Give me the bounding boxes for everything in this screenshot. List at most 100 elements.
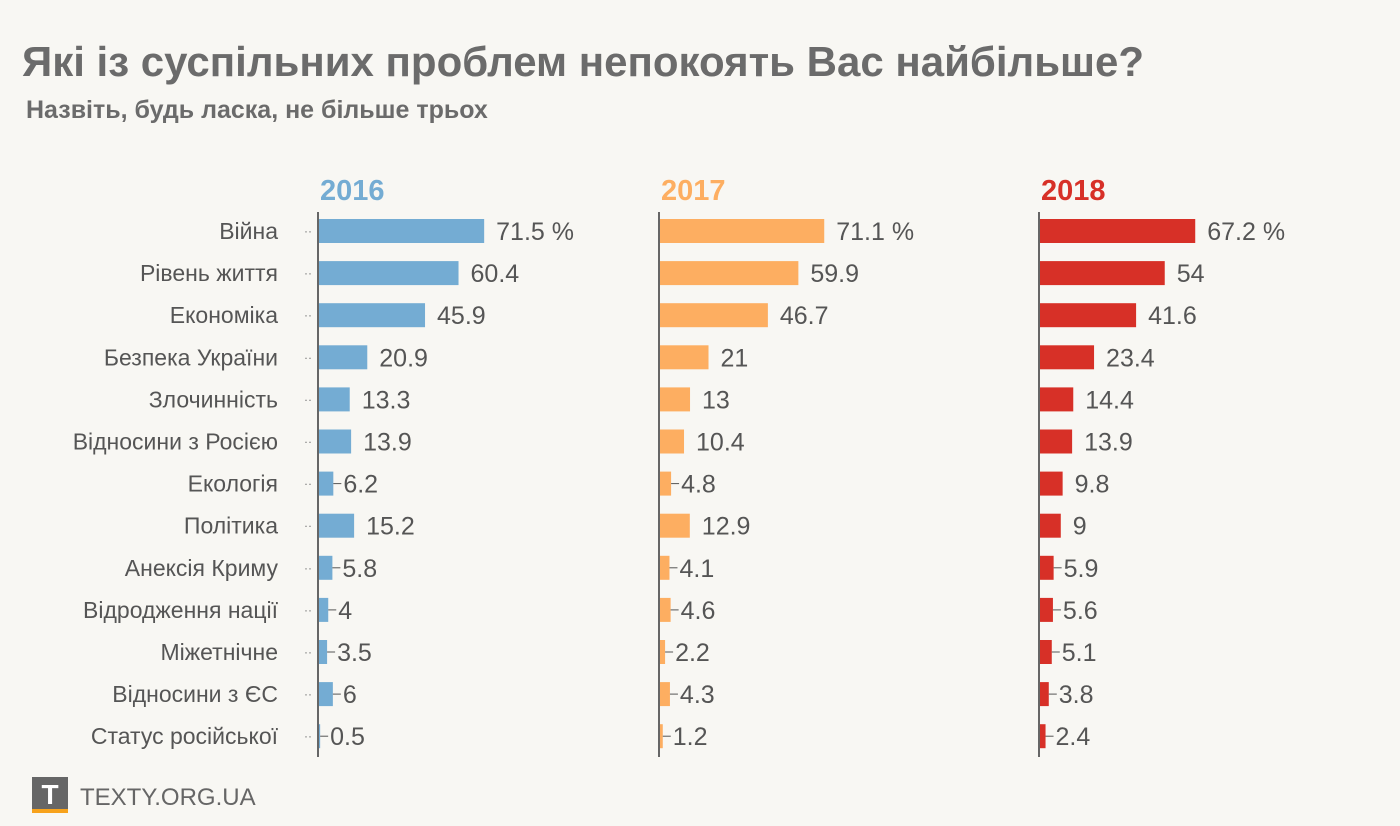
value-label: 15.2 — [366, 513, 415, 541]
tick-dots: ·· — [304, 687, 312, 701]
bar-2016 — [319, 555, 333, 580]
site-name: TEXTY.ORG.UA — [80, 784, 256, 811]
bar-2016 — [319, 261, 459, 286]
tick-dots: ·· — [304, 392, 312, 406]
tick-dots: ·· — [304, 645, 312, 659]
value-label: 6 — [343, 681, 357, 709]
category-label: Війна — [219, 218, 278, 244]
tick-dots: ·· — [304, 224, 312, 238]
value-label: 13.9 — [363, 429, 412, 457]
value-label: 3.8 — [1059, 681, 1094, 709]
value-label: 45.9 — [437, 302, 486, 330]
bar-2017 — [660, 471, 672, 496]
value-label: 67.2 % — [1207, 218, 1285, 246]
bar-2016 — [319, 724, 321, 749]
value-label: 4 — [338, 597, 352, 625]
bar-2017 — [660, 682, 670, 707]
value-label: 1.2 — [673, 723, 708, 751]
value-label: 9 — [1073, 513, 1087, 541]
category-label: Рівень життя — [140, 260, 278, 286]
tick-dots: ·· — [304, 603, 312, 617]
value-label: 21 — [721, 344, 749, 372]
value-label: 14.4 — [1085, 386, 1134, 414]
bar-2016 — [319, 597, 329, 622]
bar-2016 — [319, 387, 350, 412]
bar-2018 — [1040, 219, 1196, 243]
value-label: 10.4 — [696, 429, 745, 457]
bar-2018 — [1040, 724, 1046, 749]
value-label: 5.9 — [1064, 555, 1099, 583]
category-label: Статус російської — [91, 723, 279, 749]
bar-2016 — [319, 640, 328, 664]
value-label: 41.6 — [1148, 302, 1197, 330]
value-label: 54 — [1177, 260, 1205, 288]
category-label: Безпека України — [104, 344, 278, 370]
category-label: Відносини з ЄС — [112, 681, 278, 707]
value-label: 4.8 — [681, 471, 716, 499]
series-header-2016: 2016 — [320, 175, 385, 207]
value-label: 59.9 — [810, 260, 859, 288]
value-label: 13.9 — [1084, 429, 1133, 457]
tick-dots: ·· — [304, 308, 312, 322]
tick-dots: ·· — [304, 561, 312, 575]
category-label: Злочинність — [149, 386, 278, 412]
value-label: 2.4 — [1056, 723, 1091, 751]
tick-dots: ·· — [304, 350, 312, 364]
bar-2018 — [1040, 303, 1137, 328]
bar-2018 — [1040, 345, 1095, 370]
category-label: Міжетнічне — [160, 639, 278, 665]
texty-logo: T — [32, 777, 68, 813]
bar-2017 — [660, 724, 663, 749]
tick-dots: ·· — [304, 435, 312, 449]
value-label: 4.6 — [681, 597, 716, 625]
value-label: 20.9 — [379, 344, 428, 372]
value-label: 6.2 — [343, 471, 378, 499]
bar-2017 — [660, 261, 799, 286]
bar-2018 — [1040, 471, 1063, 496]
category-label: Політика — [184, 513, 278, 539]
value-label: 13.3 — [362, 386, 411, 414]
value-label: 71.1 % — [836, 218, 914, 246]
value-label: 71.5 % — [496, 218, 574, 246]
series-header-2017: 2017 — [661, 175, 726, 207]
value-label: 12.9 — [702, 513, 751, 541]
chart-title: Які із суспільних проблем непокоять Вас … — [22, 38, 1145, 85]
bar-2016 — [319, 219, 485, 243]
bar-2016 — [319, 345, 368, 370]
bar-2017 — [660, 345, 709, 370]
bar-2016 — [319, 682, 333, 707]
series-header-2018: 2018 — [1041, 175, 1106, 207]
tick-dots: ·· — [304, 519, 312, 533]
category-label: Економіка — [170, 302, 278, 328]
bar-2016 — [319, 513, 355, 538]
bar-2017 — [660, 597, 671, 622]
bar-2016 — [319, 429, 352, 454]
value-label: 9.8 — [1075, 471, 1110, 499]
category-label: Відродження нації — [83, 597, 279, 623]
bar-2016 — [319, 471, 334, 496]
category-label: Відносини з Росією — [73, 429, 278, 455]
bar-2017 — [660, 640, 666, 664]
value-label: 3.5 — [337, 639, 372, 667]
value-label: 4.1 — [679, 555, 714, 583]
bar-2018 — [1040, 513, 1061, 538]
bar-2017 — [660, 513, 690, 538]
bar-2017 — [660, 429, 685, 454]
bar-2018 — [1040, 261, 1165, 286]
tick-dots: ·· — [304, 729, 312, 743]
bar-2018 — [1040, 387, 1074, 412]
bar-2017 — [660, 303, 768, 328]
bar-2018 — [1040, 597, 1053, 622]
tick-dots: ·· — [304, 477, 312, 491]
value-label: 0.5 — [330, 723, 365, 751]
category-label: Анексія Криму — [125, 555, 279, 581]
value-label: 13 — [702, 386, 730, 414]
value-label: 2.2 — [675, 639, 710, 667]
value-label: 4.3 — [680, 681, 715, 709]
bar-2018 — [1040, 429, 1073, 454]
bar-2018 — [1040, 682, 1049, 707]
bar-2017 — [660, 387, 691, 412]
bar-2018 — [1040, 555, 1054, 580]
